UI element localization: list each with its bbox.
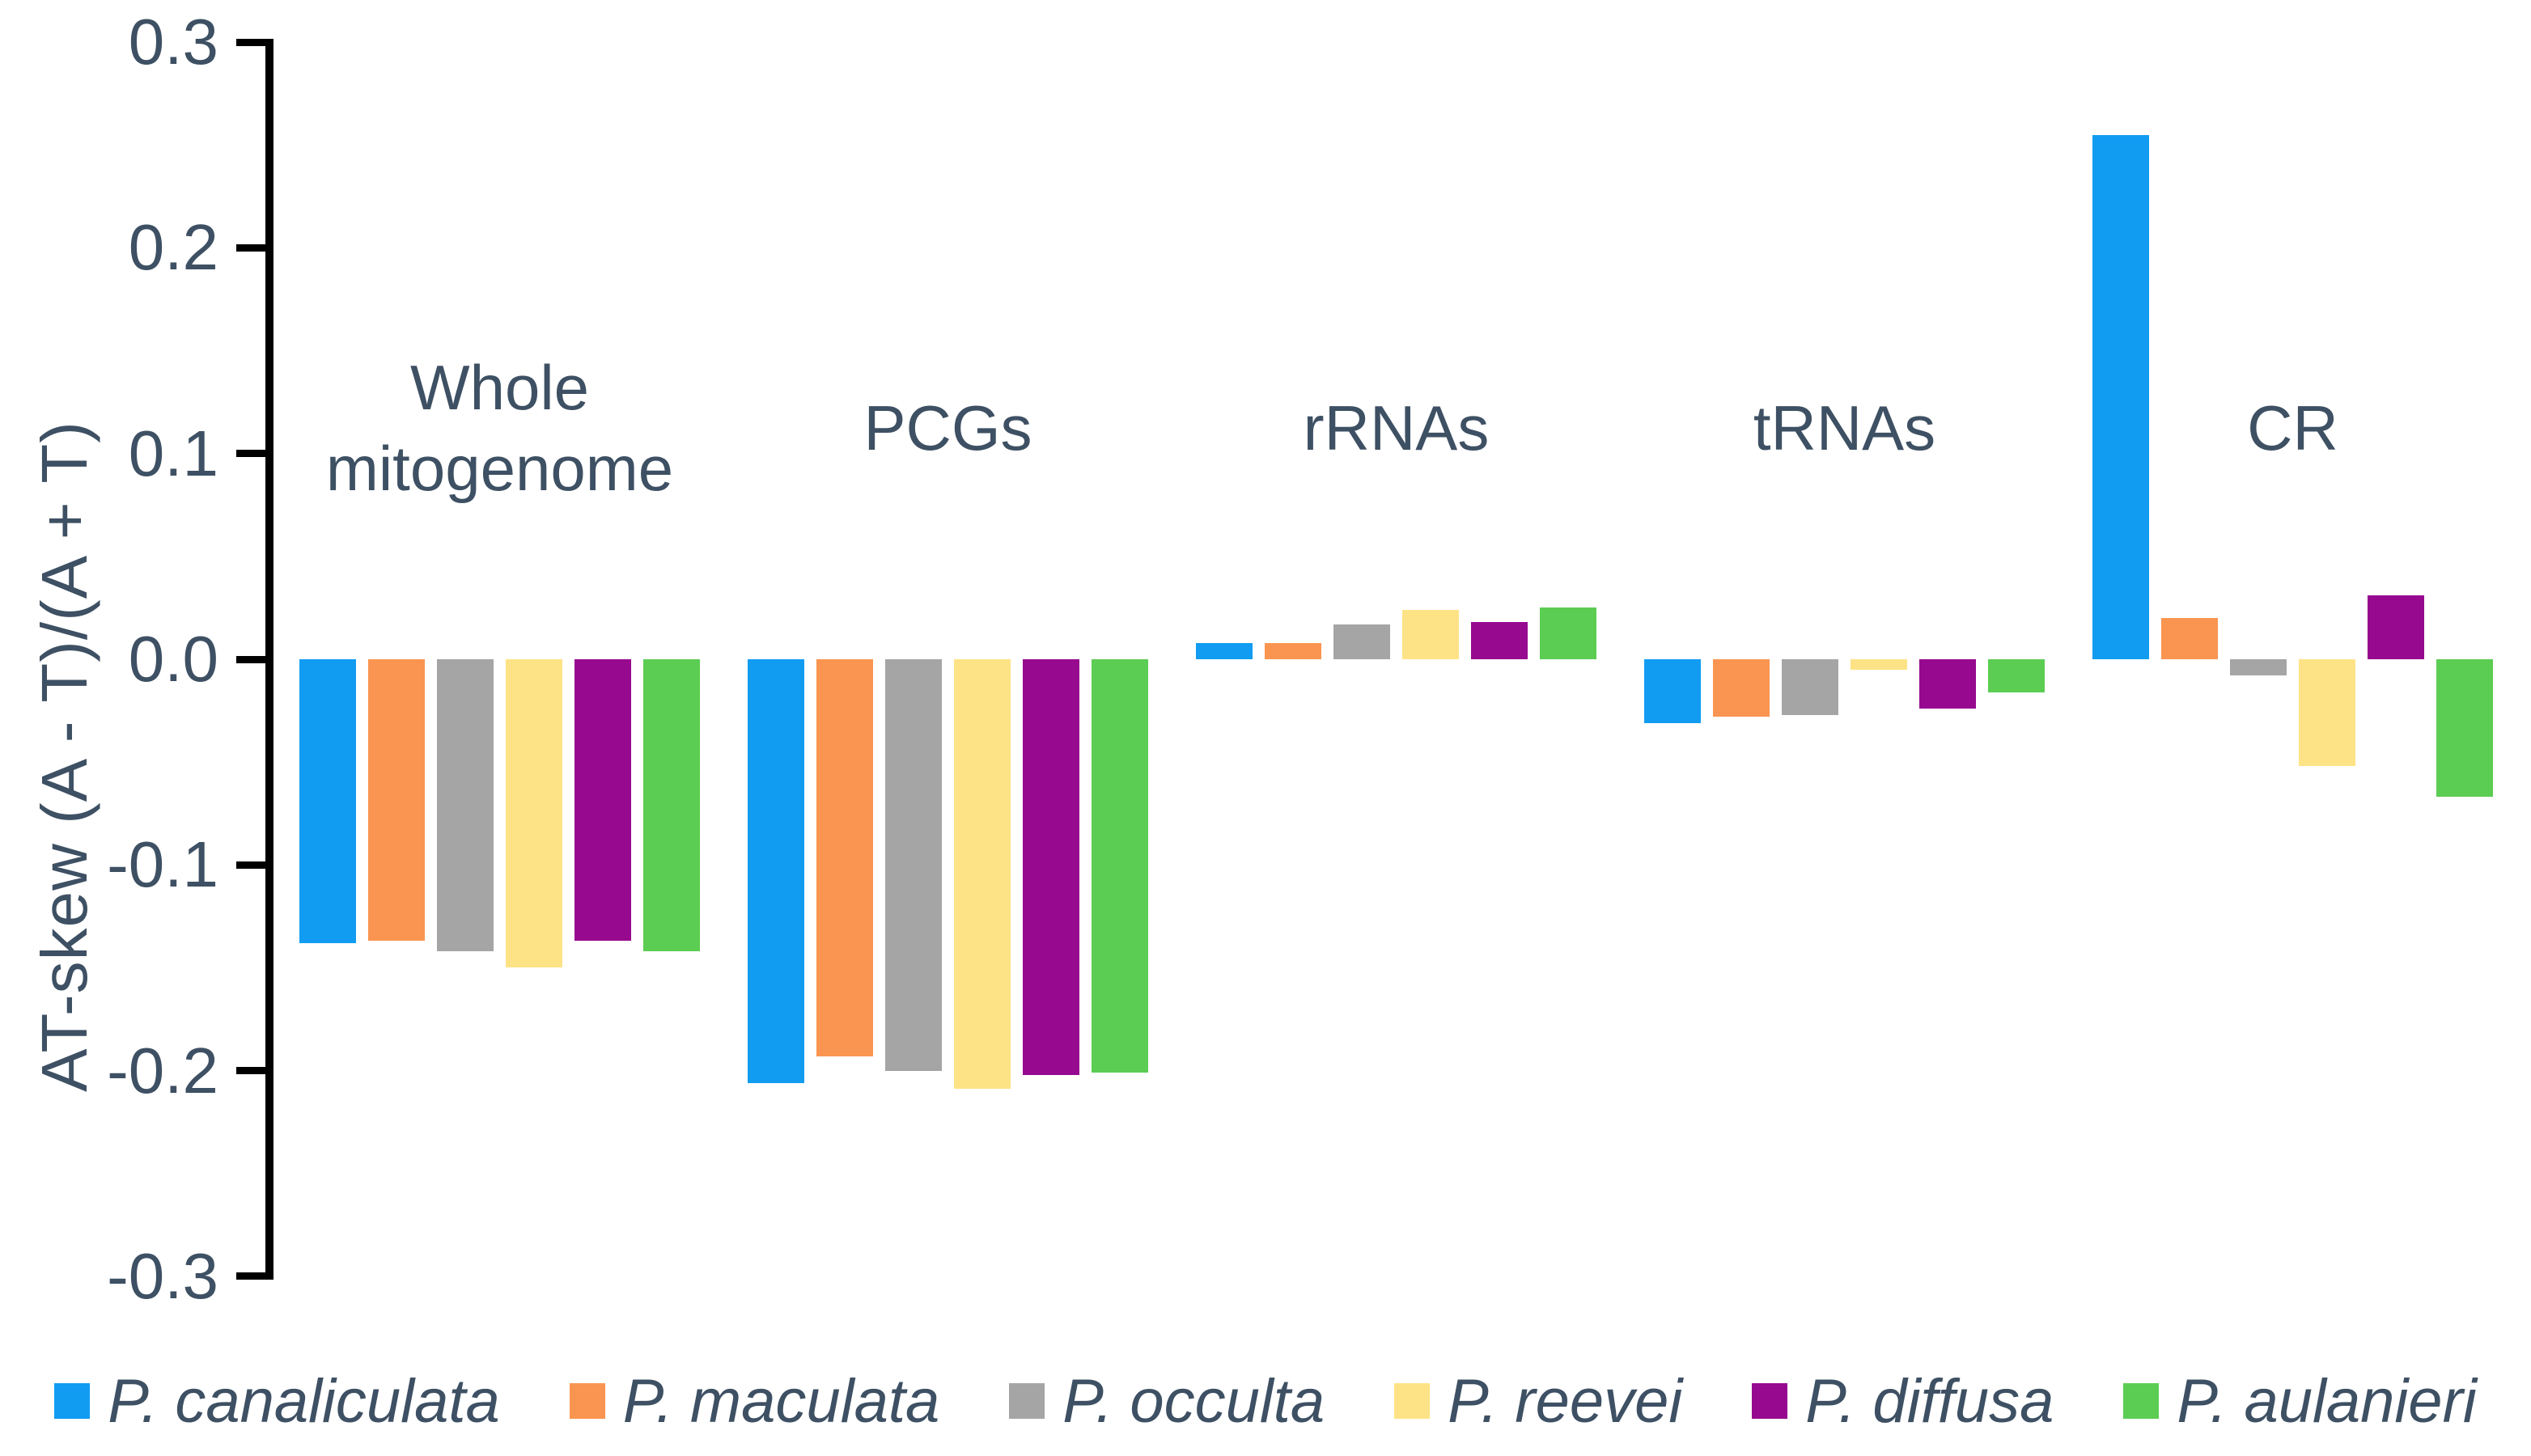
- legend-label-p-aulanieri: P. aulanieri: [2177, 1366, 2477, 1436]
- bar-p-occulta-rrnas: [1333, 624, 1390, 659]
- bar-p-canaliculata-rrnas: [1196, 642, 1253, 659]
- legend-swatch-p-occulta: [1009, 1383, 1045, 1419]
- legend-label-p-maculata: P. maculata: [622, 1366, 940, 1436]
- bar-p-reevei-cr: [2299, 659, 2355, 767]
- bar-p-aulanieri-trnas: [1988, 659, 2045, 692]
- bar-p-reevei-pcgs: [954, 659, 1011, 1090]
- legend-item-p-diffusa: P. diffusa: [1752, 1366, 2054, 1437]
- y-tick-mark-0.2: [236, 243, 267, 252]
- bar-p-maculata-cr: [2161, 618, 2218, 659]
- bar-p-occulta-pcgs: [885, 659, 942, 1071]
- bar-p-occulta-whole-mitogenome: [437, 659, 494, 952]
- bar-p-canaliculata-cr: [2092, 134, 2149, 659]
- bar-p-canaliculata-pcgs: [748, 659, 804, 1083]
- y-tick-mark--0.3: [236, 1272, 267, 1280]
- bar-p-maculata-rrnas: [1265, 642, 1321, 659]
- y-tick-mark-0.0: [236, 655, 267, 663]
- legend-swatch-p-canaliculata: [54, 1383, 91, 1419]
- legend-item-p-maculata: P. maculata: [569, 1366, 940, 1437]
- y-tick-label--0.3: -0.3: [107, 1239, 218, 1312]
- bar-p-canaliculata-trnas: [1644, 659, 1701, 723]
- bar-p-maculata-trnas: [1713, 659, 1770, 717]
- bar-p-diffusa-whole-mitogenome: [574, 659, 631, 942]
- legend-label-p-occulta: P. occulta: [1062, 1366, 1325, 1436]
- legend-swatch-p-aulanieri: [2123, 1383, 2160, 1419]
- bar-p-occulta-trnas: [1782, 659, 1838, 715]
- y-tick-mark-0.3: [236, 38, 267, 46]
- category-label-cr: CR: [2247, 392, 2338, 464]
- legend-label-p-canaliculata: P. canaliculata: [108, 1366, 500, 1436]
- bar-p-aulanieri-rrnas: [1540, 607, 1596, 659]
- legend-item-p-occulta: P. occulta: [1009, 1366, 1325, 1437]
- y-axis-line: [265, 39, 273, 1280]
- bar-p-diffusa-pcgs: [1023, 659, 1079, 1075]
- bar-p-aulanieri-cr: [2436, 659, 2493, 798]
- legend-item-p-aulanieri: P. aulanieri: [2123, 1366, 2477, 1437]
- bar-p-maculata-whole-mitogenome: [368, 659, 425, 942]
- bar-p-aulanieri-pcgs: [1092, 659, 1148, 1073]
- y-tick-mark--0.2: [236, 1067, 267, 1075]
- category-label-rrnas: rRNAs: [1303, 392, 1490, 464]
- legend-item-p-reevei: P. reevei: [1394, 1366, 1682, 1437]
- bar-p-diffusa-rrnas: [1471, 622, 1528, 659]
- bar-p-diffusa-cr: [2368, 595, 2424, 659]
- y-tick-label--0.2: -0.2: [107, 1034, 218, 1107]
- bar-p-diffusa-trnas: [1919, 659, 1976, 709]
- y-tick-mark-0.1: [236, 450, 267, 458]
- y-tick-mark--0.1: [236, 861, 267, 869]
- category-label-whole-mitogenome: Whole mitogenome: [325, 352, 674, 504]
- y-tick-label-0.1: 0.1: [128, 417, 218, 489]
- y-tick-label-0.2: 0.2: [128, 211, 218, 284]
- legend-swatch-p-maculata: [569, 1383, 605, 1419]
- bar-p-occulta-cr: [2230, 659, 2287, 676]
- bar-p-reevei-trnas: [1851, 659, 1907, 670]
- bar-p-canaliculata-whole-mitogenome: [299, 659, 356, 943]
- bar-p-reevei-whole-mitogenome: [506, 659, 562, 968]
- legend-label-p-reevei: P. reevei: [1448, 1366, 1683, 1436]
- bar-p-aulanieri-whole-mitogenome: [643, 659, 700, 952]
- y-tick-label--0.1: -0.1: [107, 828, 218, 901]
- legend-swatch-p-reevei: [1394, 1383, 1431, 1419]
- legend-swatch-p-diffusa: [1752, 1383, 1788, 1419]
- category-label-trnas: tRNAs: [1753, 392, 1936, 464]
- legend-item-p-canaliculata: P. canaliculata: [54, 1366, 500, 1437]
- bar-p-reevei-rrnas: [1402, 609, 1459, 659]
- category-label-pcgs: PCGs: [863, 392, 1032, 464]
- legend-label-p-diffusa: P. diffusa: [1805, 1366, 2054, 1436]
- y-tick-label-0.0: 0.0: [128, 623, 218, 695]
- y-axis-title: AT-skew (A - T)/(A + T): [28, 421, 100, 1092]
- y-tick-label-0.3: 0.3: [128, 6, 218, 78]
- legend: P. canaliculata P. maculata P. occulta P. r…: [0, 1361, 2531, 1441]
- bar-p-maculata-pcgs: [816, 659, 873, 1056]
